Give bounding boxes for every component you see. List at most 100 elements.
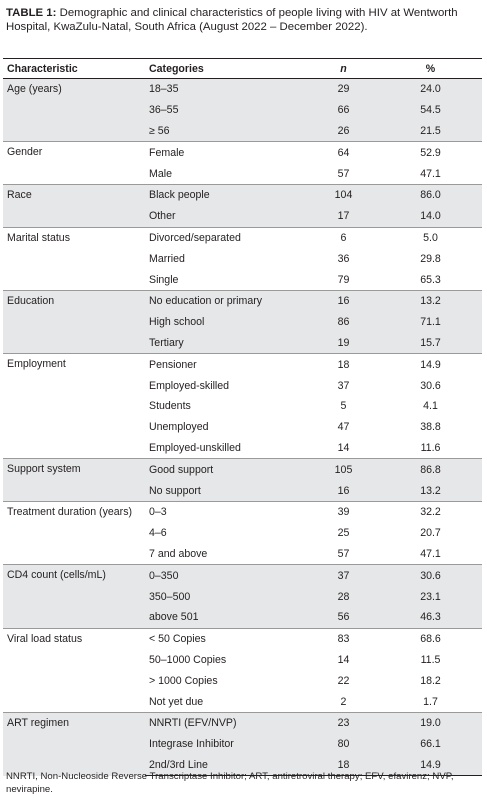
table-row: Not yet due 2 1.7: [3, 691, 482, 712]
table-row: Employed-skilled 37 30.6: [3, 375, 482, 396]
n-cell: 64: [308, 141, 379, 164]
category-cell: High school: [145, 311, 308, 333]
table-row: Single 79 65.3: [3, 269, 482, 290]
n-cell: 105: [308, 458, 379, 481]
table-row: 350–500 28 23.1: [3, 586, 482, 607]
percent-cell: 54.5: [379, 99, 482, 121]
table-row: Unemployed 47 38.8: [3, 417, 482, 438]
percent-cell: 38.8: [420, 421, 441, 434]
characteristic-cell: Employment: [3, 353, 145, 459]
category-cell: Employed-unskilled: [149, 441, 241, 454]
table-row: > 1000 Copies 22 18.2: [3, 670, 482, 691]
table-row: Race Black people 104 86.0: [3, 183, 482, 228]
group-support-system: Support system Good support 105 86.8 No supp…: [3, 458, 482, 502]
n-cell: 16: [308, 289, 379, 312]
group-age-years: Age (years) 18–35 29 24.0 36–55 66 54.5 ≥ 56 26 2…: [3, 77, 482, 142]
category-cell: ≥ 56: [145, 120, 308, 142]
n-cell: 37: [337, 379, 350, 392]
table-row: Age (years) 18–35 29 24.0: [3, 77, 482, 142]
characteristics-table: Characteristic Categories n % Age (years…: [3, 58, 482, 777]
header-row: Characteristic Categories n %: [3, 58, 482, 79]
n-cell: 18: [308, 353, 379, 376]
category-cell: Integrase Inhibitor: [145, 733, 308, 755]
percent-cell: 86.8: [379, 458, 482, 481]
table-row: Treatment duration (years) 0–3 39 32.2: [3, 500, 482, 565]
n-cell: 66: [308, 99, 379, 121]
n-cell: 14: [337, 441, 350, 454]
category-cell: Students: [149, 400, 191, 413]
n-cell: 29: [308, 77, 379, 100]
n-cell: 57: [337, 547, 350, 560]
n-cell: 6: [308, 226, 379, 249]
n-cell: 28: [308, 586, 379, 607]
table-row: Viral load status < 50 Copies 83 68.6: [3, 627, 482, 713]
table-row: 50–1000 Copies 14 11.5: [3, 650, 482, 671]
category-cell: 18–35: [145, 77, 308, 100]
table-row: Other 17 14.0: [3, 205, 482, 228]
table-row: Marital status Divorced/separated 6 5.0: [3, 226, 482, 291]
category-cell: No education or primary: [145, 289, 308, 312]
percent-cell: 14.9: [379, 754, 482, 777]
characteristic-cell: Age (years): [3, 77, 145, 142]
n-cell: 18: [308, 754, 379, 777]
percent-cell: 29.8: [420, 252, 441, 265]
percent-cell: 30.6: [379, 564, 482, 587]
percent-cell: 46.3: [379, 606, 482, 629]
n-cell: 83: [308, 627, 379, 650]
n-cell: 47: [337, 421, 350, 434]
percent-cell: 20.7: [420, 527, 441, 540]
header-categories: Categories: [145, 58, 308, 79]
category-cell: Single: [149, 273, 179, 286]
percent-cell: 18.2: [420, 674, 441, 687]
percent-cell: 11.5: [420, 653, 441, 666]
table-row: above 501 56 46.3: [3, 606, 482, 629]
table-row: 36–55 66 54.5: [3, 99, 482, 121]
characteristic-cell: Gender: [3, 141, 145, 185]
category-cell: NNRTI (EFV/NVP): [145, 711, 308, 734]
category-cell: Not yet due: [149, 695, 204, 708]
table-row: Students 5 4.1: [3, 396, 482, 417]
percent-cell: 15.7: [379, 332, 482, 354]
n-cell: 104: [308, 183, 379, 206]
category-cell: 7 and above: [149, 547, 208, 560]
header-characteristic: Characteristic: [3, 58, 145, 79]
n-cell: 14: [337, 653, 350, 666]
category-cell: No support: [145, 480, 308, 502]
group-cd4-count-cells-ml: CD4 count (cells/mL) 0–350 37 30.6 350–500 28…: [3, 564, 482, 629]
percent-cell: 13.2: [379, 289, 482, 312]
category-cell: Employed-skilled: [149, 379, 230, 392]
n-cell: 86: [308, 311, 379, 333]
percent-cell: 23.1: [379, 586, 482, 607]
category-cell: 350–500: [145, 586, 308, 607]
category-cell: 36–55: [145, 99, 308, 121]
category-cell: 50–1000 Copies: [149, 653, 227, 666]
characteristic-cell: Viral load status: [3, 627, 145, 713]
table-row: Gender Female 64 52.9: [3, 141, 482, 185]
category-cell: Divorced/separated: [145, 226, 308, 249]
percent-cell: 19.0: [379, 711, 482, 734]
characteristic-cell: Support system: [3, 458, 145, 502]
percent-cell: 5.0: [379, 226, 482, 249]
characteristic-cell: Treatment duration (years): [3, 500, 145, 565]
percent-cell: 68.6: [379, 627, 482, 650]
table-row: Education No education or primary 16 13.2: [3, 289, 482, 354]
n-cell: 80: [308, 733, 379, 755]
percent-cell: 47.1: [420, 547, 441, 560]
category-cell: 4–6: [149, 527, 167, 540]
n-cell: 25: [337, 527, 350, 540]
n-cell: 19: [308, 332, 379, 354]
percent-cell: 11.6: [420, 441, 441, 454]
table-row: CD4 count (cells/mL) 0–350 37 30.6: [3, 564, 482, 629]
n-cell: 57: [337, 167, 350, 180]
characteristic-cell: Race: [3, 183, 145, 228]
group-employment: Employment Pensioner 18 14.9 Employed-skille…: [3, 353, 482, 459]
category-cell: Female: [145, 141, 308, 164]
category-cell: Married: [149, 252, 185, 265]
group-marital-status: Marital status Divorced/separated 6 5.0 Marr…: [3, 226, 482, 291]
n-cell: 56: [308, 606, 379, 629]
table-row: ART regimen NNRTI (EFV/NVP) 23 19.0: [3, 711, 482, 776]
category-cell: Good support: [145, 458, 308, 481]
table-row: 4–6 25 20.7: [3, 523, 482, 544]
group-education: Education No education or primary 16 13.2 Hi…: [3, 289, 482, 354]
group-art-regimen: ART regimen NNRTI (EFV/NVP) 23 19.0 Integras…: [3, 711, 482, 777]
